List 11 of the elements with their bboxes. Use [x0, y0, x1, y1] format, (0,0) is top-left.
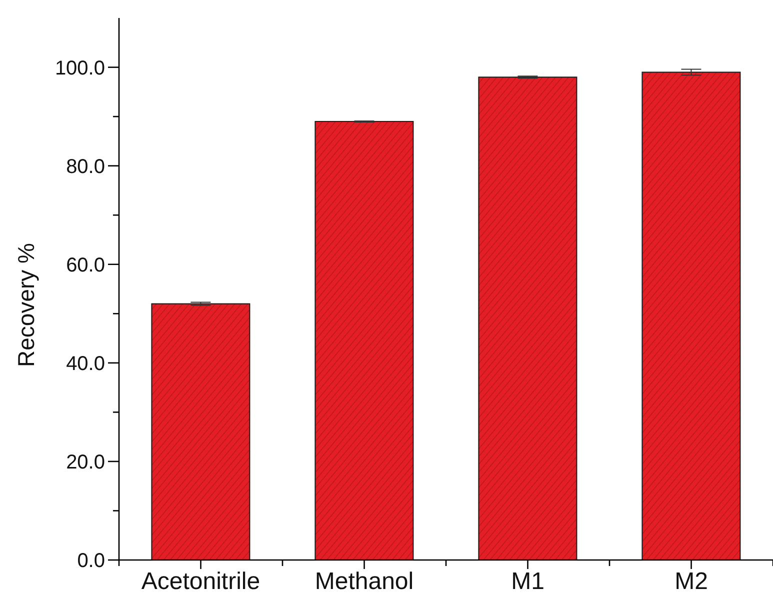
y-tick-label: 100.0: [54, 57, 105, 80]
x-tick-label: M1: [511, 568, 544, 596]
y-tick-label: 80.0: [66, 156, 105, 178]
x-tick-label: Acetonitrile: [141, 568, 260, 596]
y-axis-title: Recovery %: [13, 243, 39, 367]
x-tick-label: Methanol: [314, 568, 414, 596]
x-tick-label: M2: [674, 568, 708, 596]
y-tick-label: 40.0: [66, 352, 105, 375]
y-tick-label: 60.0: [66, 254, 105, 276]
y-tick-label: 0.0: [77, 550, 105, 572]
y-tick-label: 20.0: [66, 451, 105, 474]
